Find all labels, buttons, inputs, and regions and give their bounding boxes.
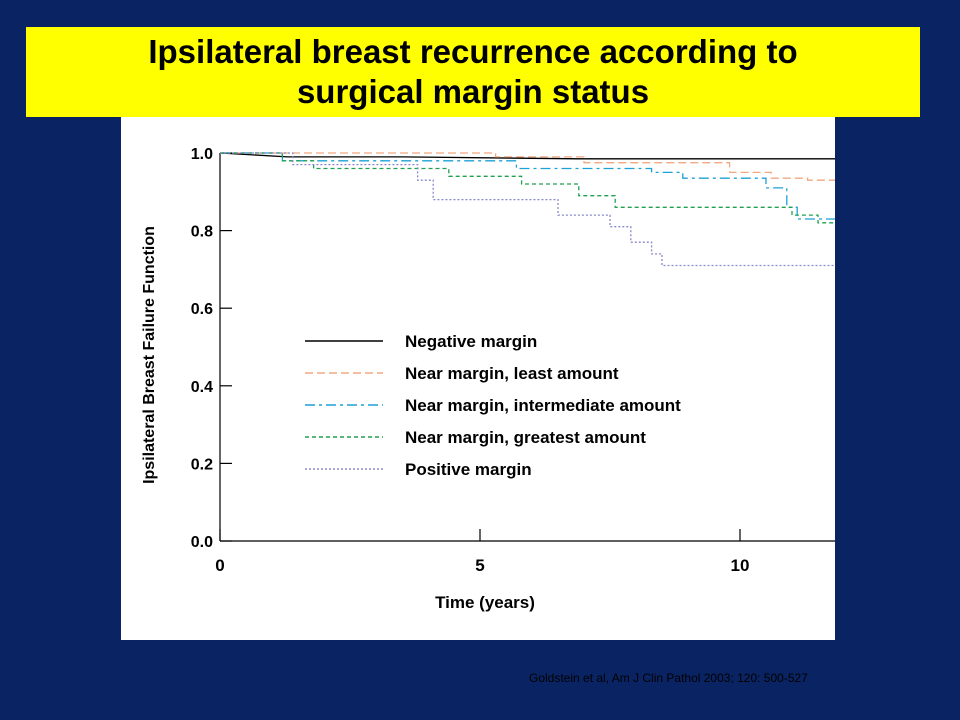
y-tick-label: 0.0 [191,534,213,551]
survival-chart: 0.00.20.40.60.81.005101520 Negative marg… [141,146,835,612]
legend-label-4: Near margin, greatest amount [405,428,646,447]
slide-title-box: Ipsilateral breast recurrence according … [26,27,920,117]
chart-panel: 0.00.20.40.60.81.005101520 Negative marg… [121,117,835,640]
slide-title-line-1: Ipsilateral breast recurrence according … [148,33,798,70]
citation: Goldstein et al, Am J Clin Pathol 2003; … [529,671,808,685]
x-tick-label: 10 [731,556,750,575]
series-line-5 [220,152,835,267]
y-tick-label: 1.0 [191,146,213,163]
series-line-4 [220,152,835,224]
legend-label-2: Near margin, least amount [405,364,619,383]
y-tick-label: 0.8 [191,224,213,241]
x-tick-label: 0 [215,556,224,575]
x-axis-label: Time (years) [435,593,535,612]
y-tick-label: 0.4 [191,379,213,396]
y-axis-label: Ipsilateral Breast Failure Function [141,226,158,484]
y-tick-label: 0.6 [191,301,213,318]
x-tick-label: 5 [475,556,484,575]
legend-label-5: Positive margin [405,460,532,479]
legend-label-1: Negative margin [405,332,537,351]
series-line-2 [220,152,835,181]
legend-label-3: Near margin, intermediate amount [405,396,681,415]
slide-title-line-2: surgical margin status [296,73,650,110]
series-line-3 [220,152,835,220]
y-tick-label: 0.2 [191,456,213,473]
series-line-1 [219,152,835,160]
